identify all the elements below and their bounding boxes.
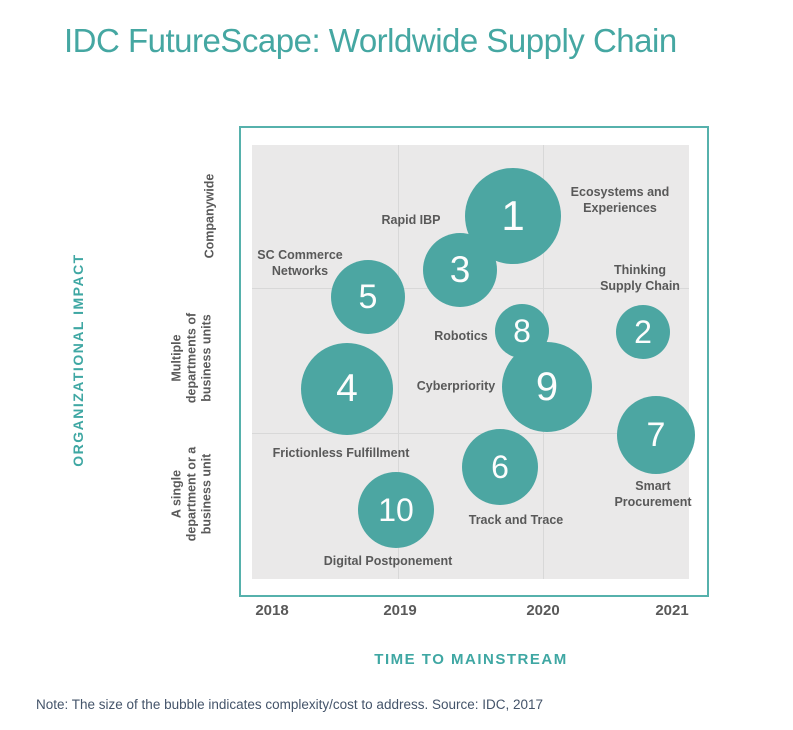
bubble-2: 2 — [616, 305, 670, 359]
y-tick-single-department: A single department or a business unit — [169, 446, 214, 542]
bubble-5: 5 — [331, 260, 405, 334]
bubble-label-7: Smart Procurement — [614, 479, 692, 509]
y-tick-multiple-departments: Multiple departments of business units — [169, 312, 214, 404]
source-note: Note: The size of the bubble indicates c… — [36, 697, 544, 712]
bubble-3: 3 — [423, 233, 497, 307]
x-tick-2019: 2019 — [383, 602, 417, 619]
y-tick-companywide: Companywide — [202, 173, 217, 259]
bubble-label-6: Track and Trace — [468, 513, 564, 527]
bubble-7: 7 — [617, 396, 695, 474]
bubble-label-1: Ecosystems and Experiences — [570, 185, 670, 215]
x-tick-2018: 2018 — [255, 602, 289, 619]
bubble-label-3: Rapid IBP — [381, 213, 441, 227]
bubble-4: 4 — [301, 343, 393, 435]
horizontal-gridline-2 — [252, 433, 689, 434]
bubble-6: 6 — [462, 429, 538, 505]
x-axis-title: TIME TO MAINSTREAM — [374, 651, 568, 668]
page-title: IDC FutureScape: Worldwide Supply Chain — [64, 22, 677, 59]
bubble-label-10: Digital Postponement — [323, 554, 453, 568]
x-tick-2020: 2020 — [526, 602, 560, 619]
bubble-10: 10 — [358, 472, 434, 548]
bubble-label-8: Robotics — [434, 329, 488, 343]
vertical-gridline-1 — [398, 145, 399, 579]
x-tick-2021: 2021 — [655, 602, 689, 619]
bubble-label-5: SC Commerce Networks — [257, 248, 343, 278]
bubble-label-2: Thinking Supply Chain — [600, 263, 680, 293]
bubble-9: 9 — [502, 342, 592, 432]
bubble-label-4: Frictionless Fulfillment — [272, 446, 410, 460]
bubble-label-9: Cyberpriority — [416, 379, 496, 393]
y-axis-title: ORGANIZATIONAL IMPACT — [70, 253, 86, 467]
